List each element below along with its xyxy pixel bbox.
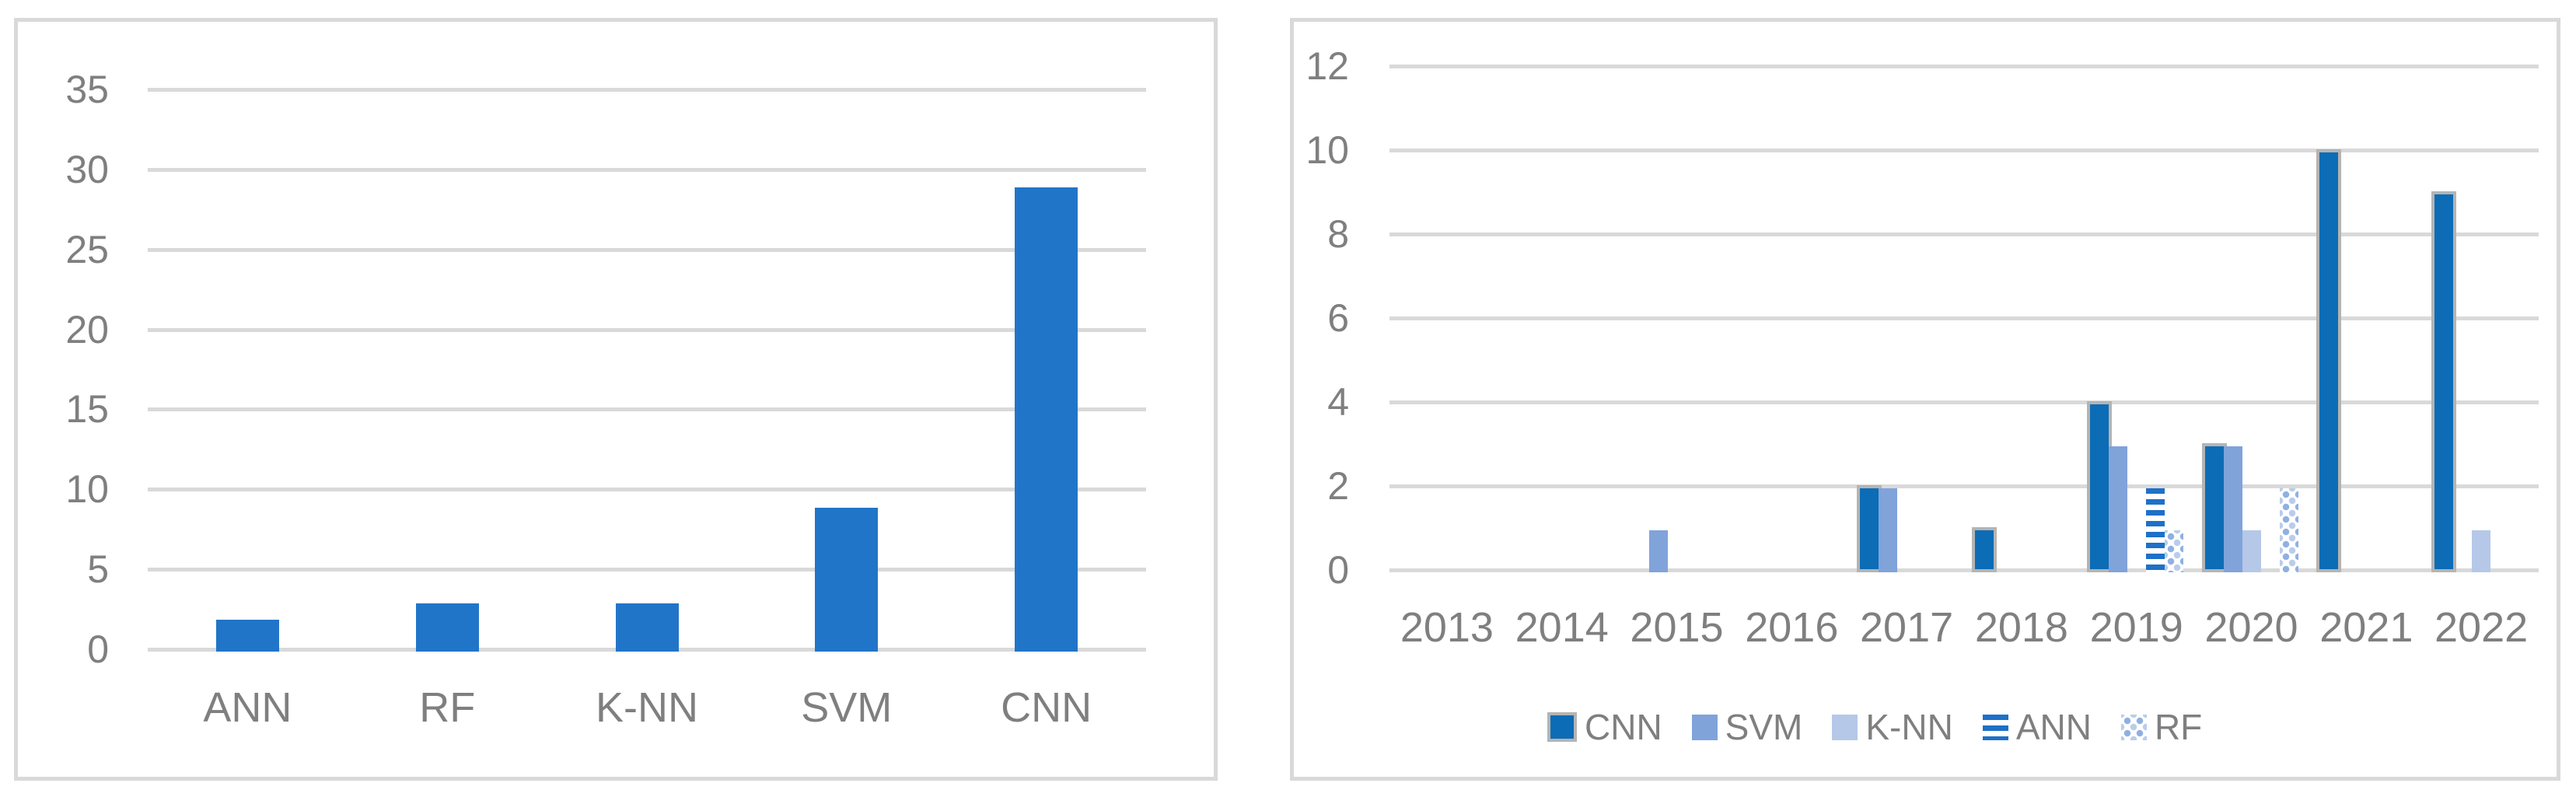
- right-gridline-2: [1389, 484, 2539, 488]
- right-bar-2017-CNN: [1857, 485, 1882, 572]
- right-bar-2019-SVM: [2108, 446, 2127, 572]
- left-x-label-K-NN: K-NN: [595, 684, 698, 731]
- right-x-label-2014: 2014: [1515, 604, 1609, 651]
- left-x-label-RF: RF: [419, 684, 476, 731]
- left-x-label-CNN: CNN: [1001, 684, 1092, 731]
- legend-label-RF: RF: [2154, 707, 2203, 747]
- right-x-label-2016: 2016: [1745, 604, 1839, 651]
- left-bar-SVM: [815, 507, 879, 652]
- left-ytick-30: 30: [65, 147, 109, 191]
- right-bar-2020-SVM: [2223, 446, 2242, 572]
- right-ytick-6: 6: [1327, 296, 1349, 340]
- right-x-label-2013: 2013: [1400, 604, 1494, 651]
- left-x-label-SVM: SVM: [801, 684, 893, 731]
- left-ytick-20: 20: [65, 307, 109, 351]
- left-ytick-0: 0: [87, 627, 109, 671]
- right-ytick-10: 10: [1305, 128, 1349, 172]
- legend-swatch-K-NN: [1832, 714, 1858, 740]
- right-bar-2019-ANN: [2145, 488, 2165, 572]
- legend-swatch-SVM: [1691, 714, 1718, 740]
- right-bar-2015-SVM: [1648, 530, 1668, 572]
- right-x-label-2021: 2021: [2319, 604, 2413, 651]
- right-gridline-8: [1389, 232, 2539, 236]
- left-bar-CNN: [1015, 187, 1078, 652]
- left-gridline-5: [148, 568, 1146, 572]
- left-bar-K-NN: [615, 603, 679, 652]
- right-x-label-2017: 2017: [1860, 604, 1954, 651]
- right-gridline-4: [1389, 400, 2539, 404]
- right-bar-2020-RF: [2279, 488, 2298, 572]
- legend-item-K-NN: K-NN: [1832, 707, 1953, 747]
- left-gridline-10: [148, 488, 1146, 492]
- left-ytick-10: 10: [65, 467, 109, 512]
- right-gridline-0: [1389, 568, 2539, 572]
- left-bar-RF: [415, 603, 479, 652]
- right-x-label-2022: 2022: [2434, 604, 2529, 651]
- right-x-label-2018: 2018: [1974, 604, 2068, 651]
- right-x-label-2020: 2020: [2204, 604, 2298, 651]
- legend-item-CNN: CNN: [1547, 709, 1662, 745]
- right-gridline-12: [1389, 65, 2539, 68]
- left-gridline-25: [148, 247, 1146, 252]
- left-gridline-30: [148, 167, 1146, 172]
- right-x-label-2015: 2015: [1630, 604, 1724, 651]
- right-ytick-0: 0: [1327, 548, 1349, 592]
- right-ytick-2: 2: [1327, 464, 1349, 508]
- left-gridline-20: [148, 327, 1146, 332]
- legend-swatch-RF: [2120, 714, 2147, 740]
- right-bar-2017-SVM: [1879, 488, 1898, 572]
- left-gridline-35: [148, 88, 1146, 92]
- right-x-label-2019: 2019: [2089, 604, 2183, 651]
- left-ytick-25: 25: [65, 227, 109, 271]
- legend-swatch-CNN: [1547, 712, 1577, 742]
- legend-label-K-NN: K-NN: [1865, 707, 1953, 747]
- left-ytick-35: 35: [65, 68, 109, 111]
- legend-label-ANN: ANN: [2015, 707, 2092, 747]
- right-ytick-12: 12: [1305, 44, 1349, 88]
- right-chart-panel: [1290, 18, 2560, 781]
- legend-item-RF: RF: [2120, 707, 2203, 747]
- right-gridline-6: [1389, 316, 2539, 320]
- right-gridline-10: [1389, 149, 2539, 152]
- right-bar-2020-K-NN: [2242, 530, 2261, 572]
- right-bar-2022-K-NN: [2472, 530, 2491, 572]
- right-chart-legend: CNN SVM K-NN ANN RF: [1547, 709, 2202, 745]
- right-bar-2019-RF: [2164, 530, 2183, 572]
- left-ytick-15: 15: [65, 387, 109, 432]
- legend-label-CNN: CNN: [1585, 707, 1662, 747]
- right-bar-2018-CNN: [1971, 527, 1997, 572]
- right-ytick-8: 8: [1327, 212, 1349, 256]
- right-bar-2021-CNN: [2316, 149, 2342, 572]
- left-ytick-5: 5: [87, 547, 109, 592]
- left-x-label-ANN: ANN: [203, 684, 292, 731]
- legend-label-SVM: SVM: [1725, 707, 1803, 747]
- left-bar-ANN: [215, 619, 279, 652]
- legend-swatch-ANN: [1982, 714, 2008, 740]
- right-ytick-4: 4: [1327, 380, 1349, 424]
- left-gridline-15: [148, 407, 1146, 412]
- legend-item-ANN: ANN: [1982, 707, 2092, 747]
- legend-item-SVM: SVM: [1691, 707, 1803, 747]
- right-bar-2022-CNN: [2431, 191, 2457, 572]
